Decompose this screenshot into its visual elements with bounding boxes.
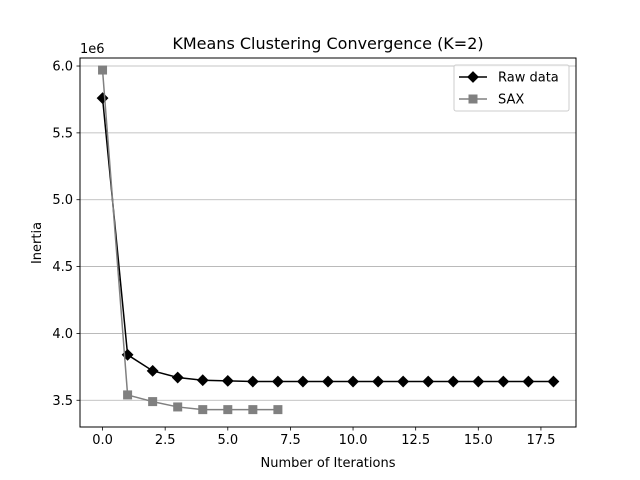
data-point: [297, 375, 309, 388]
y-axis-label: Inertia: [30, 222, 45, 264]
x-tick-label: 5.0: [217, 433, 238, 448]
data-point: [447, 375, 460, 388]
y-axis: 3.5 4.0 4.5 5.0 5.5 6.0: [52, 60, 80, 409]
x-tick-label: 10.0: [339, 433, 368, 448]
data-point: [422, 375, 435, 388]
y-tick-label: 5.0: [52, 193, 73, 208]
legend-label: SAX: [498, 93, 524, 108]
data-point: [322, 375, 334, 388]
y-tick-label: 4.0: [52, 327, 73, 342]
data-point: [146, 364, 159, 377]
series-layer: [96, 65, 560, 415]
data-point: [173, 402, 183, 412]
x-tick-label: 2.5: [155, 433, 176, 448]
data-point: [397, 375, 410, 388]
data-point: [171, 371, 184, 384]
y-tick-label: 5.5: [52, 126, 73, 141]
x-tick-label: 15.0: [464, 433, 493, 448]
x-tick-label: 17.5: [526, 433, 555, 448]
legend-marker: [467, 71, 479, 83]
data-point: [347, 375, 359, 388]
y-offset-label: 1e6: [80, 42, 105, 57]
series-0: [96, 92, 560, 388]
data-point: [472, 375, 485, 388]
data-point: [248, 405, 258, 415]
x-tick-label: 12.5: [401, 433, 430, 448]
data-point: [372, 375, 385, 388]
plot-frame: [79, 57, 577, 428]
data-point: [522, 375, 535, 388]
chart-title: KMeans Clustering Convergence (K=2): [172, 34, 483, 53]
data-point: [123, 390, 133, 400]
x-axis: 0.0 2.5 5.0 7.5 10.0 12.5 15.0 17.5: [92, 427, 555, 448]
x-tick-label: 7.5: [280, 433, 301, 448]
data-point: [273, 405, 283, 415]
y-tick-label: 3.5: [52, 394, 73, 409]
legend-marker: [468, 94, 478, 104]
data-point: [98, 65, 108, 75]
y-tick-label: 6.0: [52, 60, 73, 75]
legend-label: Raw data: [498, 71, 559, 86]
legend: Raw data SAX: [453, 64, 570, 112]
data-point: [221, 374, 234, 387]
data-point: [196, 374, 209, 387]
y-tick-label: 4.5: [52, 260, 73, 275]
data-point: [198, 405, 208, 415]
data-point: [246, 375, 259, 388]
data-point: [271, 375, 284, 388]
data-point: [148, 397, 158, 407]
x-axis-label: Number of Iterations: [261, 456, 396, 471]
series-1: [98, 65, 283, 415]
data-point: [497, 375, 510, 388]
data-point: [547, 375, 560, 388]
data-point: [223, 405, 233, 415]
x-tick-label: 0.0: [92, 433, 113, 448]
